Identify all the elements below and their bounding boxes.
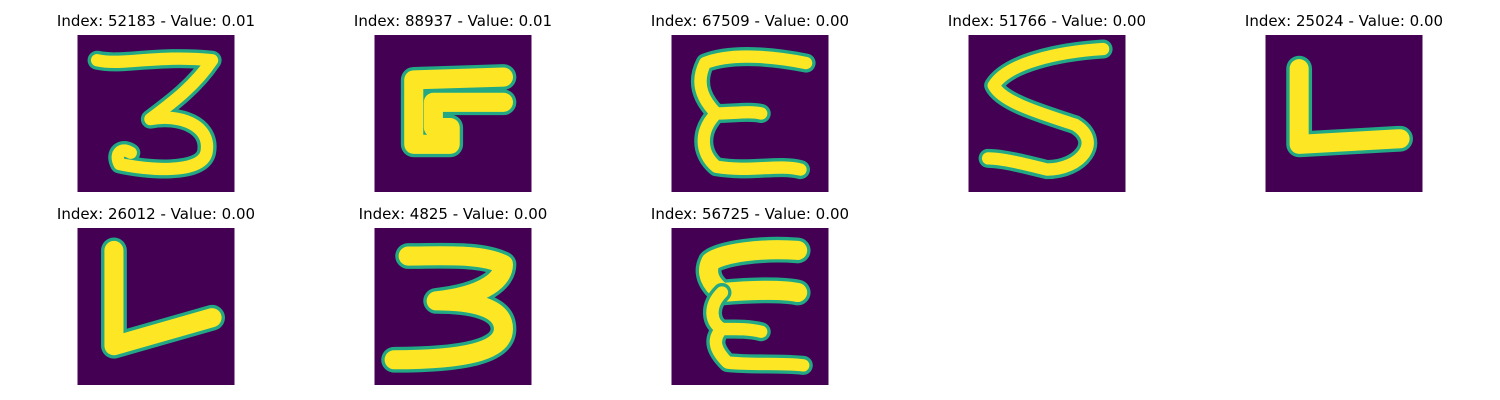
panel-7-title: Index: 4825 - Value: 0.00 <box>358 205 548 223</box>
panel-5-title: Index: 25024 - Value: 0.00 <box>1244 12 1444 30</box>
panel-1-stroke <box>90 52 219 176</box>
panel-4-title: Index: 51766 - Value: 0.00 <box>947 12 1147 30</box>
panel-2-digit-image <box>374 35 532 192</box>
panel-2-stroke <box>404 67 513 154</box>
panel-5-stroke <box>1289 59 1410 154</box>
panel-8-stroke-top <box>699 240 808 303</box>
panel-5-digit-image <box>1265 35 1423 192</box>
panel-7-stroke <box>384 246 513 370</box>
panel-4-stroke <box>981 42 1110 176</box>
panel-8-digit-image <box>671 228 829 385</box>
panel-3-title: Index: 67509 - Value: 0.00 <box>650 12 850 30</box>
panel-3-digit-image <box>671 35 829 192</box>
panel-6-stroke <box>104 240 222 356</box>
panel-1-digit-image <box>77 35 235 192</box>
panel-6-title: Index: 26012 - Value: 0.00 <box>56 205 256 223</box>
panel-1-title: Index: 52183 - Value: 0.01 <box>56 12 256 30</box>
panel-6-digit-image <box>77 228 235 385</box>
panel-4-digit-image <box>968 35 1126 192</box>
panel-2-title: Index: 88937 - Value: 0.01 <box>353 12 553 30</box>
panel-7-digit-image <box>374 228 532 385</box>
panel-8-title: Index: 56725 - Value: 0.00 <box>650 205 850 223</box>
panel-8-stroke-bottom <box>706 286 810 372</box>
panel-3-stroke <box>694 50 813 176</box>
